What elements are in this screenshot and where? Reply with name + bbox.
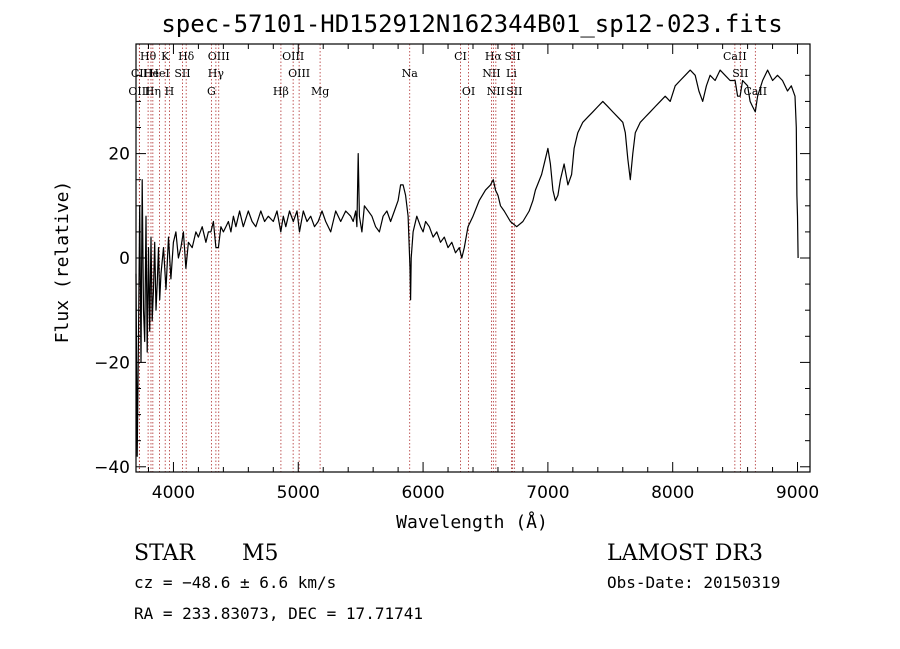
y-tick-label: −20 xyxy=(94,353,130,373)
spectral-line-label: SII xyxy=(504,50,520,63)
spectral-line-label: OIII xyxy=(288,67,310,80)
spectral-line-label: OIII xyxy=(208,50,230,63)
spectral-line-label: Li xyxy=(506,67,517,80)
spectral-line-label: SII xyxy=(174,67,190,80)
spectral-line-label: OIII xyxy=(128,85,150,98)
spectral-line-label: He xyxy=(143,67,159,80)
x-axis: 4000 5000 6000 7000 8000 9000 xyxy=(147,44,819,503)
spectral-line-label: Hγ xyxy=(208,67,225,80)
y-tick-label: −40 xyxy=(94,458,130,478)
spectral-line-label: CaII xyxy=(743,85,767,98)
spectral-line-label: H xyxy=(165,85,175,98)
spectral-line-label: K xyxy=(161,50,170,63)
obs-date: Obs-Date: 20150319 xyxy=(607,573,780,592)
y-axis: −40 −20 0 20 xyxy=(94,74,810,478)
spectrum-group xyxy=(135,69,799,457)
x-tick-label: 7000 xyxy=(526,483,569,503)
plot-frame xyxy=(135,43,811,473)
x-tick-label: 9000 xyxy=(776,483,819,503)
coordinates: RA = 233.83073, DEC = 17.71741 xyxy=(134,604,423,623)
spectral-line-label: Hα xyxy=(485,50,503,63)
spectral-line-label: NII xyxy=(487,85,505,98)
spectral-line-label: Mg xyxy=(311,85,329,98)
y-axis-label: Flux (relative) xyxy=(52,181,73,344)
spectral-line-label: CI xyxy=(454,50,467,63)
y-tick-label: 0 xyxy=(119,249,130,269)
spectral-line-label: OIII xyxy=(282,50,304,63)
spectral-line-label: Hδ xyxy=(178,50,195,63)
x-tick-label: 8000 xyxy=(651,483,694,503)
spectral-line-label: CaII xyxy=(723,50,747,63)
object-subclass: M5 xyxy=(242,541,279,566)
spectral-line-label: SII xyxy=(506,85,522,98)
spectral-line-label: OI xyxy=(462,85,475,98)
x-tick-label: 5000 xyxy=(277,483,320,503)
spectral-line-label: Na xyxy=(402,67,419,80)
x-tick-label: 4000 xyxy=(152,483,195,503)
chart-title: spec-57101-HD152912N162344B01_sp12-023.f… xyxy=(161,10,782,38)
survey-name: LAMOST DR3 xyxy=(607,541,763,566)
spectral-line-label: NII xyxy=(482,67,500,80)
flux-series-line xyxy=(135,69,799,457)
spectral-line-label: Hβ xyxy=(273,85,289,98)
x-axis-label: Wavelength (Å) xyxy=(396,511,548,533)
spectral-line-label: HeI xyxy=(149,67,169,80)
object-class: STAR xyxy=(134,541,196,566)
x-tick-label: 6000 xyxy=(401,483,444,503)
y-tick-label: 20 xyxy=(108,145,130,165)
spectral-line-label: G xyxy=(207,85,216,98)
spectral-line-label: Hθ xyxy=(140,50,157,63)
spectral-line-label: SII xyxy=(732,67,748,80)
spectral-line-label: Hη xyxy=(145,85,161,98)
redshift-cz: cz = −48.6 ± 6.6 km/s xyxy=(134,573,336,592)
